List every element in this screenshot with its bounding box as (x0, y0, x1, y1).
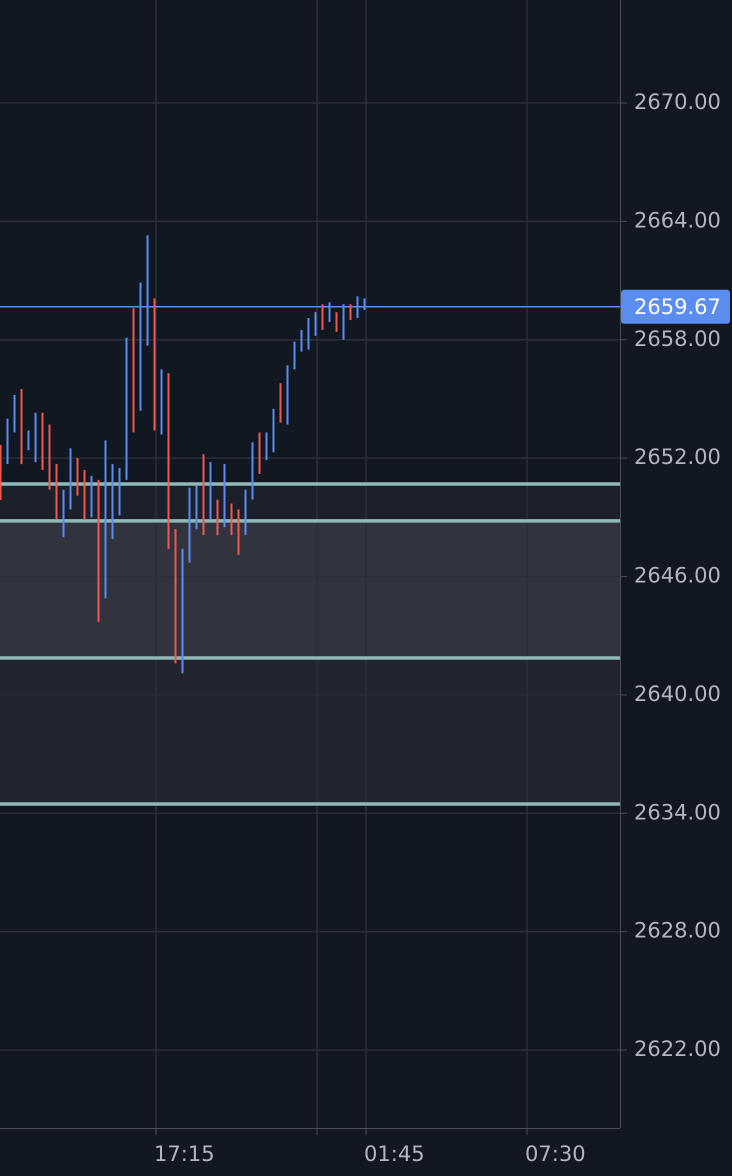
last-price-label: 2659.67 (634, 295, 721, 319)
y-tick-label: 2640.00 (634, 682, 721, 706)
x-tick-label: 01:45 (364, 1142, 425, 1166)
y-tick-label: 2670.00 (634, 90, 721, 114)
y-tick-label: 2622.00 (634, 1037, 721, 1061)
levels (0, 306, 620, 806)
y-tick-label: 2664.00 (634, 208, 721, 232)
zones (0, 483, 620, 805)
y-tick-label: 2628.00 (634, 919, 721, 943)
last-price-box (621, 289, 730, 324)
y-tick-label: 2646.00 (634, 564, 721, 588)
grid (0, 0, 620, 1128)
zone (0, 483, 620, 521)
zone (0, 520, 620, 659)
zone (0, 658, 620, 805)
x-tick-label: 07:30 (525, 1142, 586, 1166)
x-tick-label: 17:15 (154, 1142, 215, 1166)
y-tick-label: 2634.00 (634, 800, 721, 824)
y-tick-label: 2652.00 (634, 445, 721, 469)
bars (0, 235, 366, 674)
y-tick-label: 2658.00 (634, 327, 721, 351)
